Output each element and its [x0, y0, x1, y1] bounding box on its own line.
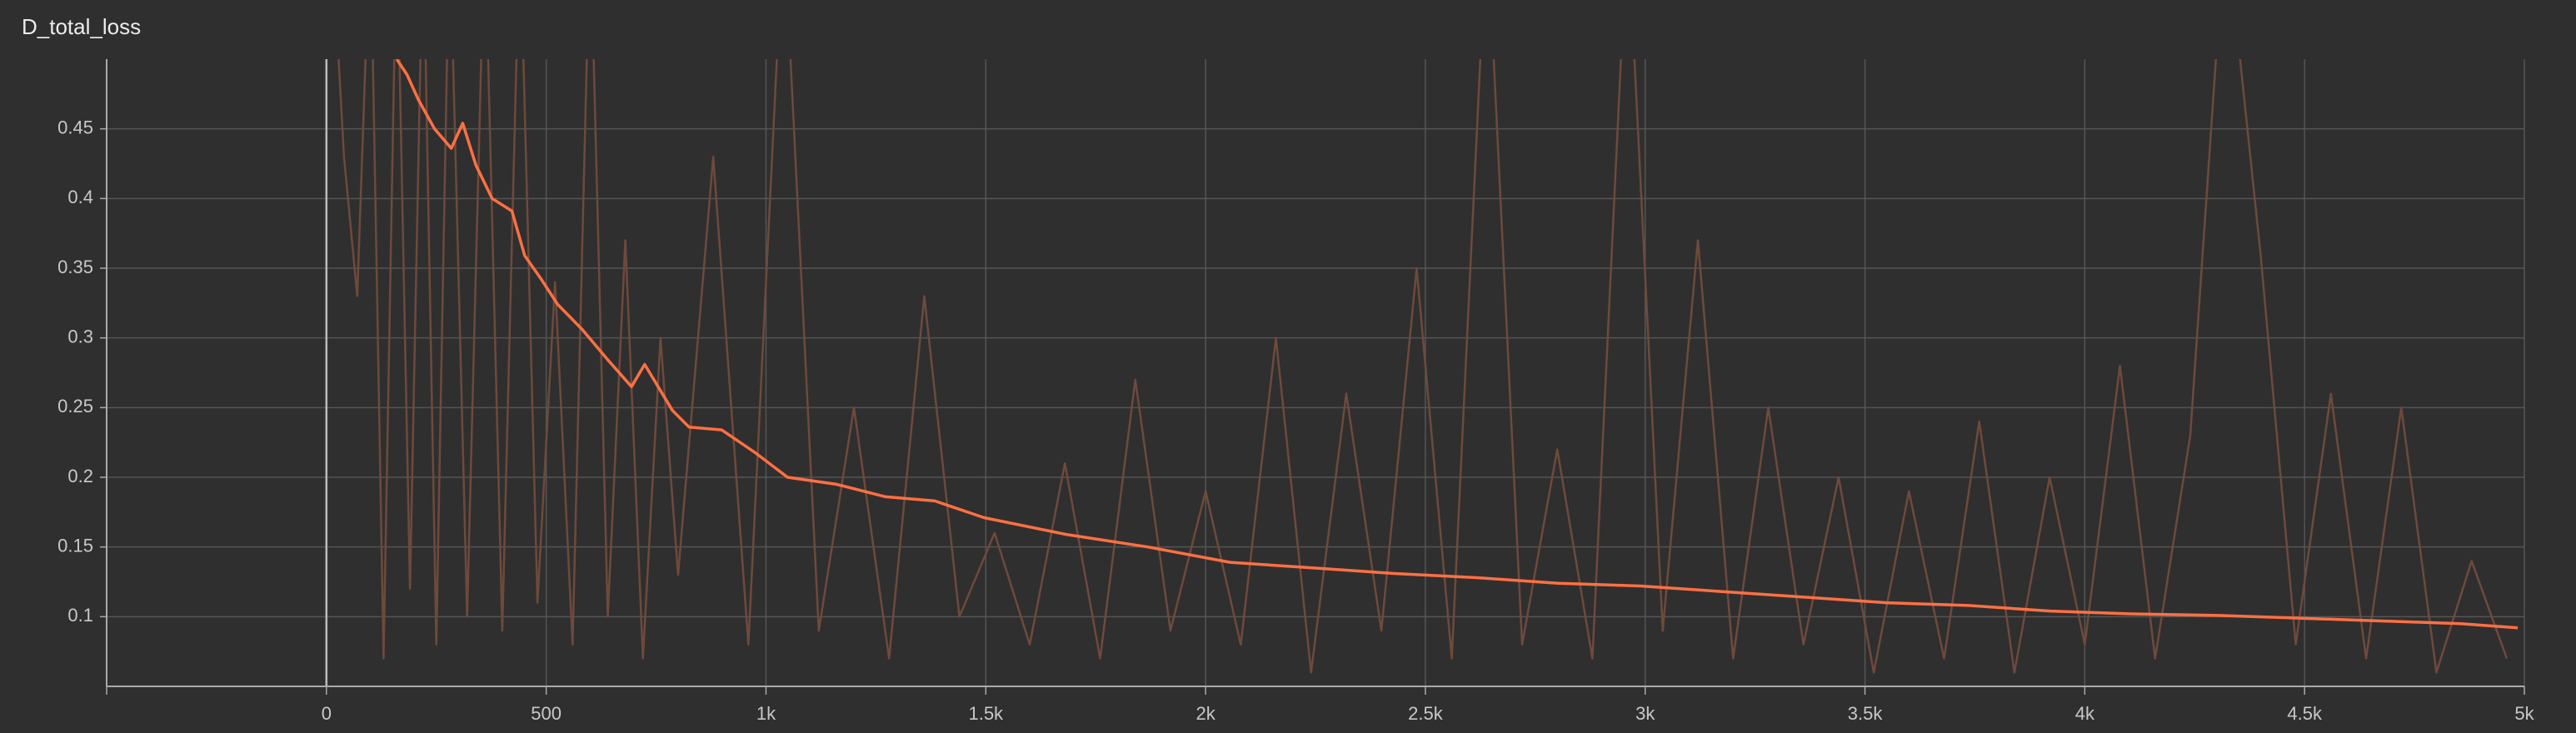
- x-tick-label: 3.5k: [1848, 703, 1884, 724]
- chart-title: D_total_loss: [22, 14, 141, 39]
- x-tick-label: 2.5k: [1408, 703, 1444, 724]
- x-tick-label: 3k: [1635, 703, 1655, 724]
- y-tick-label: 0.1: [67, 605, 93, 626]
- y-tick-label: 0.15: [57, 535, 93, 556]
- y-tick-label: 0.3: [67, 326, 93, 347]
- x-tick-label: 2k: [1196, 703, 1216, 724]
- series-line: [395, 59, 2519, 630]
- x-tick-label: 500: [531, 703, 562, 724]
- x-tick-label: 1k: [756, 703, 776, 724]
- y-tick-label: 0.45: [57, 117, 93, 137]
- plot-area: [337, 59, 2519, 674]
- y-tick-label: 0.4: [67, 187, 93, 207]
- x-tick-label: 5k: [2514, 703, 2534, 724]
- series-line: [337, 59, 2509, 674]
- x-tick-label: 0: [322, 703, 332, 724]
- x-tick-label: 4.5k: [2287, 703, 2323, 724]
- y-tick-label: 0.35: [57, 257, 93, 277]
- y-tick-label: 0.2: [67, 466, 93, 486]
- x-tick-label: 1.5k: [968, 703, 1004, 724]
- y-tick-label: 0.25: [57, 396, 93, 416]
- x-tick-label: 4k: [2075, 703, 2095, 724]
